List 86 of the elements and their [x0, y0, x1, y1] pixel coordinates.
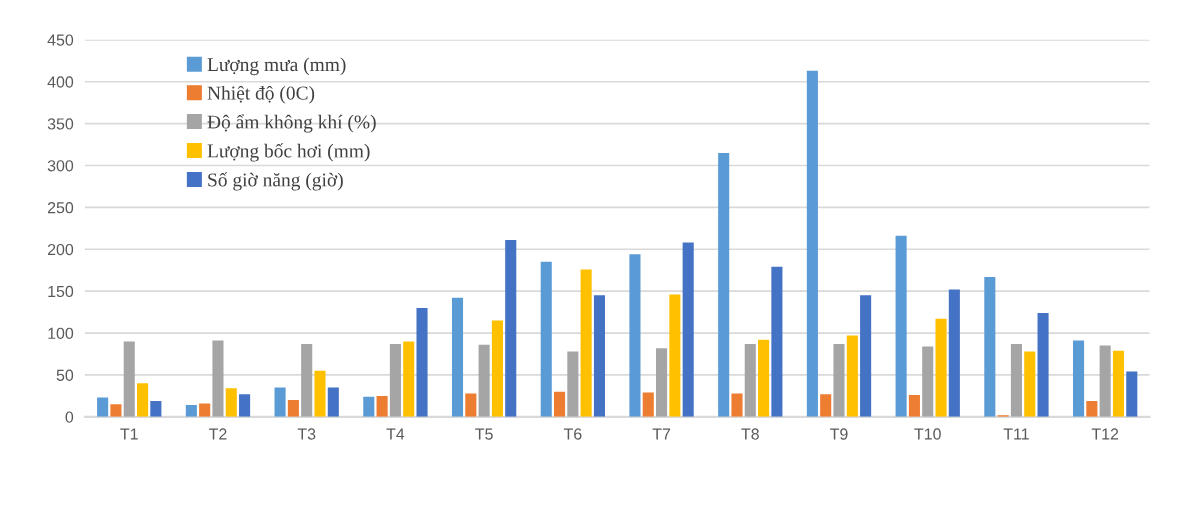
x-tick-label: T9: [830, 428, 848, 440]
bar: [274, 387, 286, 417]
x-tick-label: T2: [209, 428, 227, 440]
legend-label: Nhiệt độ (0C): [207, 85, 315, 104]
bar: [744, 343, 756, 417]
x-tick-label: T11: [1003, 428, 1029, 440]
bar: [225, 388, 237, 417]
bar: [1037, 312, 1049, 417]
legend-label: Lượng mưa (mm): [207, 57, 346, 76]
x-tick-label: T3: [297, 428, 316, 440]
bar: [465, 393, 477, 417]
bar: [922, 346, 934, 417]
bar: [212, 340, 224, 417]
y-tick-label: 250: [47, 202, 74, 214]
y-tick-label: 300: [47, 160, 74, 172]
bar: [123, 341, 135, 417]
bar: [833, 343, 845, 417]
bar: [1010, 343, 1022, 417]
bar: [580, 269, 592, 417]
bar: [935, 318, 947, 417]
bar: [540, 261, 552, 417]
bar: [846, 335, 858, 417]
bar: [239, 394, 251, 417]
bar: [1073, 340, 1085, 417]
bar: [403, 341, 415, 417]
legend-label: Độ ẩm không khí (%): [207, 114, 376, 133]
bar: [682, 242, 694, 417]
bar: [150, 400, 162, 417]
bar: [1086, 400, 1098, 417]
bar: [505, 240, 517, 417]
bar: [908, 395, 920, 417]
bar: [553, 391, 566, 417]
bar: [629, 254, 641, 417]
bar: [301, 343, 313, 417]
bar: [1099, 345, 1111, 417]
y-tick-label: 400: [47, 76, 74, 88]
bar: [806, 70, 818, 417]
bar: [1126, 371, 1138, 417]
bar: [376, 395, 388, 417]
bar: [327, 387, 339, 417]
x-tick-label: T12: [1091, 428, 1119, 440]
x-tick-label: T7: [652, 428, 671, 440]
bar: [491, 320, 503, 417]
x-tick-label: T10: [914, 428, 941, 440]
x-tick-label: T6: [563, 428, 582, 440]
x-tick-label: T1: [120, 428, 138, 440]
bar: [137, 383, 149, 417]
y-tick-label: 100: [48, 327, 74, 339]
bar: [363, 396, 375, 417]
y-tick-label: 50: [56, 369, 74, 381]
bar: [1024, 351, 1036, 417]
bar: [199, 403, 211, 417]
y-tick-label: 450: [47, 34, 74, 46]
bar: [287, 400, 299, 417]
bar: [110, 404, 122, 417]
bar: [185, 405, 197, 417]
bar: [669, 294, 681, 417]
legend-label: Số giờ năng (giờ): [208, 172, 343, 191]
bar: [642, 392, 654, 417]
bar: [731, 393, 743, 417]
y-tick-label: 350: [47, 118, 74, 130]
bar: [416, 307, 428, 417]
bar: [860, 295, 872, 417]
bar: [1112, 350, 1125, 417]
bar: [593, 295, 606, 417]
bar: [820, 394, 832, 417]
x-tick-label: T4: [386, 428, 405, 440]
bar: [478, 344, 490, 417]
bar: [895, 235, 907, 417]
bar: [451, 297, 464, 417]
x-tick-label: T5: [475, 428, 493, 440]
bar: [656, 348, 668, 417]
bar: [314, 370, 326, 417]
bar: [771, 266, 783, 417]
bar: [984, 276, 996, 417]
x-tick-label: T8: [741, 428, 759, 440]
y-tick-label: 200: [47, 243, 74, 256]
bar: [389, 343, 401, 417]
bar: [758, 339, 770, 417]
legend-label: Lượng bốc hơi (mm): [207, 143, 370, 162]
bar: [948, 289, 960, 417]
bar: [567, 351, 579, 417]
y-tick-label: 0: [65, 411, 74, 423]
bar: [97, 397, 109, 417]
y-tick-label: 150: [48, 285, 74, 298]
bar: [718, 152, 730, 417]
